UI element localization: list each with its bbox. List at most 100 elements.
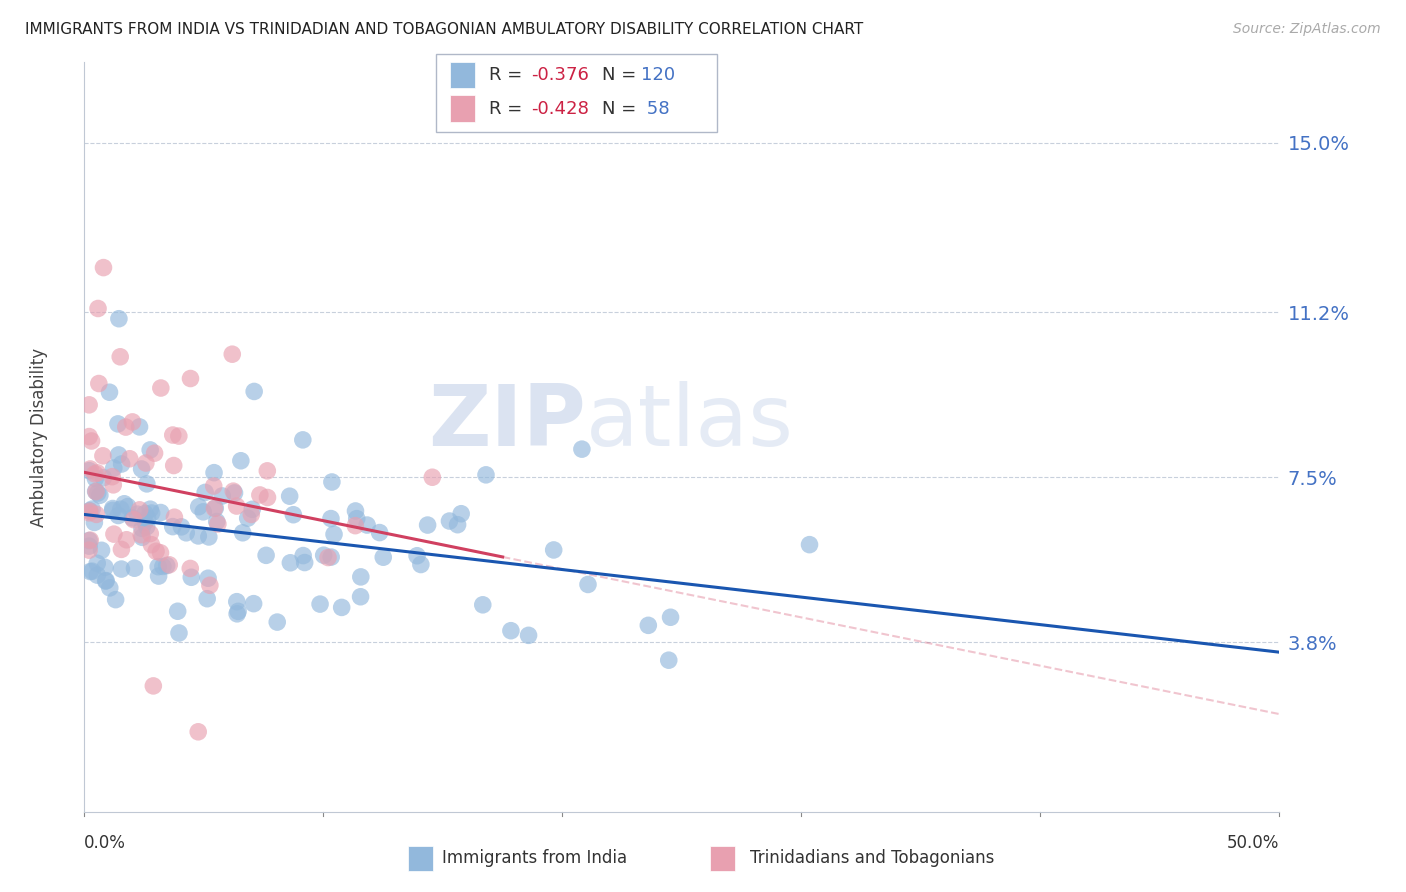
Point — [346, 511, 368, 525]
Point — [226, 604, 249, 618]
Point — [128, 503, 150, 517]
Point — [94, 574, 117, 588]
Point — [211, 489, 233, 503]
Point — [79, 533, 101, 548]
Point — [226, 607, 249, 621]
Point — [143, 446, 166, 460]
Point — [114, 420, 136, 434]
Point — [131, 462, 153, 476]
Point — [321, 475, 343, 489]
Point — [77, 543, 100, 558]
Point — [416, 518, 439, 533]
Point — [79, 504, 101, 518]
Text: 0.0%: 0.0% — [84, 834, 127, 852]
Point — [266, 615, 288, 629]
Point — [180, 570, 202, 584]
Point — [240, 508, 263, 522]
Point — [471, 598, 494, 612]
Point — [115, 533, 138, 547]
Point — [93, 260, 115, 275]
Text: 120: 120 — [641, 66, 675, 84]
Point — [450, 507, 472, 521]
Point — [202, 479, 225, 493]
Text: -0.376: -0.376 — [531, 66, 589, 84]
Point — [135, 519, 157, 533]
Text: N =: N = — [602, 100, 641, 118]
Point — [121, 511, 143, 525]
Point — [91, 449, 114, 463]
Point — [187, 500, 209, 514]
Point — [79, 462, 101, 476]
Point — [162, 519, 184, 533]
Point — [79, 565, 101, 579]
Point — [93, 471, 115, 485]
Point — [145, 544, 167, 558]
Point — [316, 550, 339, 565]
Point — [195, 591, 218, 606]
Point — [193, 505, 215, 519]
Point — [179, 561, 201, 575]
Point — [323, 527, 346, 541]
Point — [90, 543, 112, 558]
Text: Trinidadians and Tobagonians: Trinidadians and Tobagonians — [749, 849, 994, 867]
Point — [202, 501, 225, 516]
Text: Ambulatory Disability: Ambulatory Disability — [30, 348, 48, 526]
Point — [86, 466, 108, 480]
Point — [162, 428, 184, 442]
Point — [499, 624, 522, 638]
Point — [103, 527, 125, 541]
Point — [224, 486, 246, 500]
Point — [149, 546, 172, 560]
Point — [163, 458, 186, 473]
Point — [156, 558, 179, 573]
Point — [141, 538, 163, 552]
Text: atlas: atlas — [586, 381, 794, 464]
Point — [135, 456, 157, 470]
Point — [330, 600, 353, 615]
Point — [225, 595, 247, 609]
Point — [82, 502, 104, 516]
Point — [82, 564, 104, 578]
Point — [409, 558, 432, 572]
Point — [221, 347, 243, 361]
Point — [110, 542, 132, 557]
Point — [107, 417, 129, 431]
Point — [187, 724, 209, 739]
Point — [98, 385, 121, 400]
Point — [101, 469, 124, 483]
Text: Immigrants from India: Immigrants from India — [441, 849, 627, 867]
Point — [475, 467, 498, 482]
Point — [139, 526, 162, 541]
Point — [163, 510, 186, 524]
Point — [222, 484, 245, 499]
Point — [278, 489, 301, 503]
Point — [420, 470, 443, 484]
Point — [86, 557, 108, 571]
Point — [204, 501, 226, 516]
Point — [103, 461, 125, 475]
Point — [134, 507, 156, 521]
Point — [240, 502, 263, 516]
Point — [198, 530, 221, 544]
Text: IMMIGRANTS FROM INDIA VS TRINIDADIAN AND TOBAGONIAN AMBULATORY DISABILITY CORREL: IMMIGRANTS FROM INDIA VS TRINIDADIAN AND… — [25, 22, 863, 37]
Point — [152, 559, 174, 574]
Point — [254, 549, 277, 563]
Point — [122, 513, 145, 527]
Point — [77, 429, 100, 443]
Point — [79, 504, 101, 518]
Point — [148, 559, 170, 574]
Point — [157, 558, 180, 572]
Point — [136, 511, 159, 525]
Point — [108, 311, 131, 326]
Point — [141, 506, 163, 520]
Point — [256, 491, 278, 505]
Point — [799, 538, 821, 552]
Point — [84, 471, 107, 485]
Point — [309, 597, 332, 611]
Point — [139, 442, 162, 457]
Point — [87, 486, 110, 500]
Point — [121, 415, 143, 429]
Point — [319, 511, 342, 525]
Point — [127, 507, 149, 521]
Point — [142, 679, 165, 693]
